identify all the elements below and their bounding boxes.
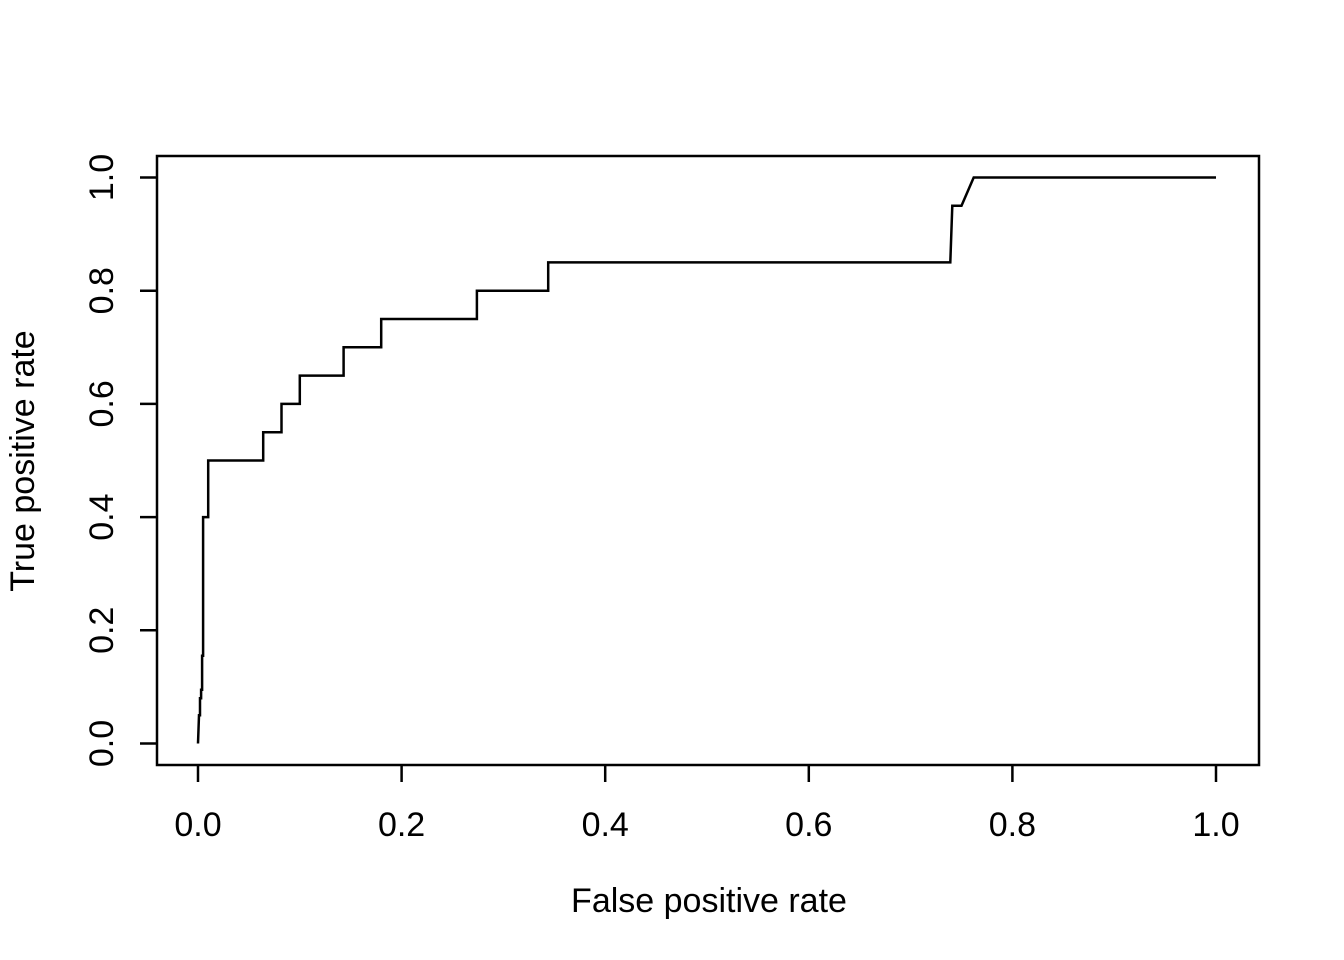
- x-tick-label: 1.0: [1192, 806, 1239, 844]
- y-tick-label: 0.4: [83, 493, 121, 540]
- y-axis-ticks: 0.0 0.2 0.4 0.6 0.8 1.0: [83, 154, 157, 767]
- y-tick-label: 0.6: [83, 380, 121, 427]
- x-tick-label: 0.0: [174, 806, 221, 844]
- x-tick-label: 0.6: [785, 806, 832, 844]
- y-tick-label: 0.0: [83, 720, 121, 767]
- y-tick-label: 1.0: [83, 154, 121, 201]
- roc-curve-line: [196, 176, 1216, 744]
- y-axis-title: True positive rate: [4, 330, 42, 591]
- x-tick-label: 0.8: [989, 806, 1036, 844]
- x-axis-ticks: 0.0 0.2 0.4 0.6 0.8 1.0: [174, 765, 1240, 844]
- plot-box: [155, 154, 1261, 767]
- y-tick-label: 0.2: [83, 607, 121, 654]
- y-tick-label: 0.8: [83, 267, 121, 314]
- x-axis-title: False positive rate: [571, 882, 847, 920]
- x-tick-label: 0.2: [378, 806, 425, 844]
- x-tick-label: 0.4: [582, 806, 629, 844]
